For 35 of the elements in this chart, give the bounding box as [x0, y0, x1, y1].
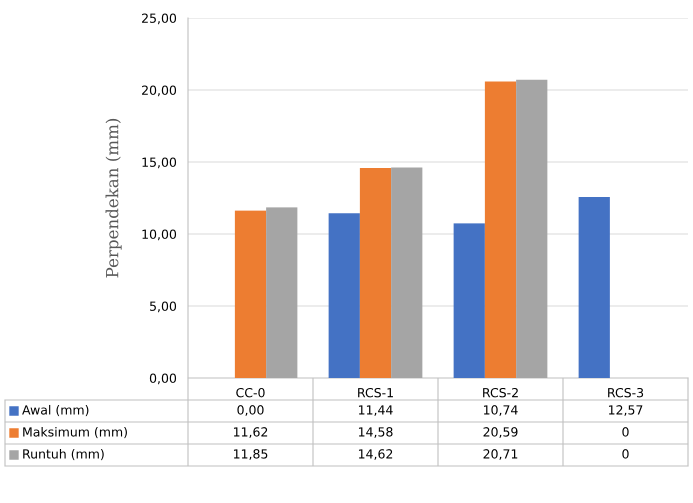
bar — [360, 168, 392, 378]
y-tick-label: 25,00 — [142, 13, 176, 24]
data-label: 10,74 — [484, 405, 518, 416]
y-tick-label: 10,00 — [142, 229, 176, 240]
bar — [234, 210, 266, 378]
bar — [484, 82, 516, 378]
bar — [391, 167, 422, 378]
legend-label: Awal (mm) — [22, 404, 88, 416]
x-tick-label: RCS-1 — [358, 388, 393, 398]
legend-label: Runtuh (mm) — [23, 448, 104, 460]
data-label: 14,58 — [358, 427, 393, 438]
data-label: 12,57 — [608, 405, 642, 416]
x-tick-label: RCS-2 — [483, 388, 518, 398]
y-axis-title: Perpendekan (mm) — [106, 118, 122, 278]
bar — [328, 213, 360, 378]
bar — [266, 207, 298, 378]
bar — [578, 196, 610, 378]
bar — [454, 223, 485, 378]
data-label: 0 — [622, 449, 629, 459]
x-tick-label: RCS-3 — [608, 388, 644, 398]
data-label: 0,00 — [237, 405, 264, 416]
data-label: 14,62 — [358, 449, 392, 460]
data-label: 0 — [622, 427, 629, 437]
data-label: 11,62 — [234, 427, 268, 438]
data-label: 20,59 — [484, 427, 518, 438]
data-label: 11,85 — [234, 449, 268, 460]
legend-label: Maksimum (mm) — [23, 426, 127, 438]
data-label: 20,71 — [484, 449, 518, 460]
x-tick-label: CC-0 — [236, 388, 265, 398]
data-label: 11,44 — [358, 405, 393, 416]
bar — [516, 80, 548, 378]
y-tick-label: 5,00 — [150, 301, 176, 312]
y-tick-label: 0,00 — [150, 373, 176, 384]
y-tick-label: 20,00 — [142, 85, 176, 96]
y-tick-label: 15,00 — [142, 157, 176, 168]
